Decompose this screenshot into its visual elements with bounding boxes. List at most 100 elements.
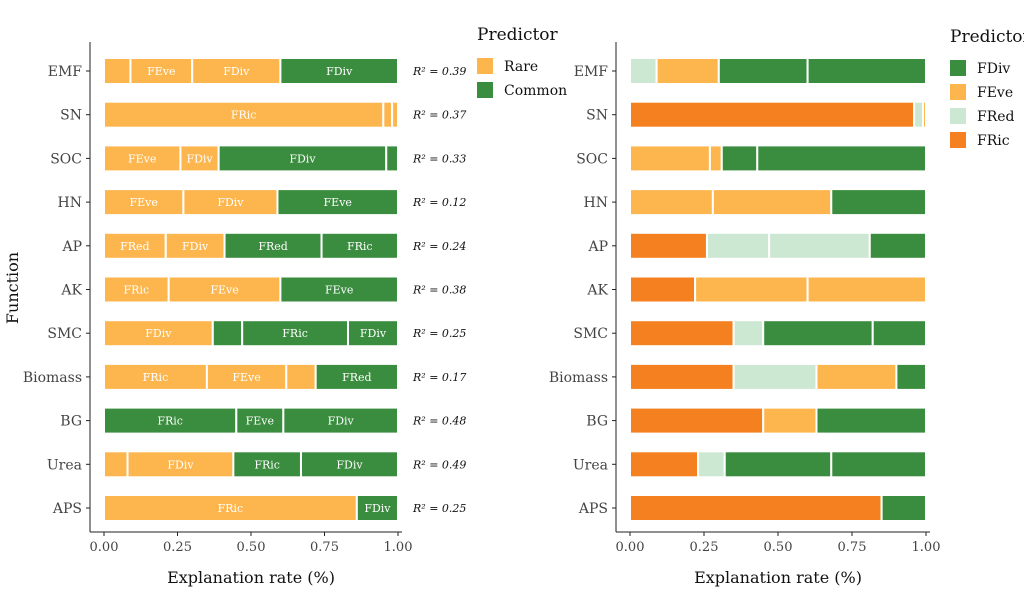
- y-tick-label: AP: [587, 239, 608, 255]
- legend-title: Predictor: [477, 25, 559, 45]
- y-tick-label: SMC: [573, 326, 608, 342]
- bar-segment: [815, 406, 927, 435]
- y-tick-label: AK: [60, 283, 82, 299]
- bar-segment: [385, 144, 399, 173]
- bar-segment: [299, 450, 400, 479]
- bar-segment: [629, 100, 916, 129]
- bar-segment-label: FDiv: [167, 458, 194, 471]
- bar-segment: [629, 494, 883, 522]
- bar-segment: [103, 231, 167, 260]
- bar-segment-label: FDiv: [145, 327, 172, 340]
- x-axis-label: Explanation rate (%): [694, 568, 862, 587]
- x-tick-label: 0.00: [90, 540, 119, 555]
- r2-annotation: R² = 0.24: [412, 240, 466, 253]
- bar-segment-label: FDiv: [364, 502, 391, 515]
- bar-segment-label: FDiv: [223, 65, 250, 78]
- bar-segment: [217, 144, 388, 173]
- bar-segment: [705, 231, 771, 260]
- bar-segment: [282, 406, 399, 435]
- r2-annotation: R² = 0.25: [412, 327, 466, 340]
- bar-segment: [103, 362, 208, 391]
- bar-segment: [129, 57, 194, 85]
- bar-segment: [279, 275, 399, 304]
- bar-segment: [382, 100, 394, 129]
- bar-segment: [732, 319, 765, 348]
- x-tick-label: 0.50: [764, 540, 793, 555]
- bar-segment: [756, 144, 928, 173]
- bar-segment-label: FEve: [129, 196, 157, 209]
- x-tick-label: 1.00: [384, 540, 413, 555]
- y-tick-label: SN: [60, 108, 82, 124]
- bar-segment: [717, 57, 809, 85]
- y-tick-label: SOC: [50, 151, 82, 167]
- r2-annotation: R² = 0.39: [412, 65, 466, 78]
- bar-segment: [830, 188, 928, 217]
- legend-swatch: [950, 108, 966, 124]
- y-tick-label: Biomass: [23, 370, 82, 386]
- bar-segment: [806, 57, 927, 85]
- x-tick-label: 0.00: [616, 540, 645, 555]
- legend-swatch: [950, 132, 966, 148]
- bar-segment-label: FDiv: [328, 415, 355, 428]
- bar-segment-label: FEve: [325, 284, 353, 297]
- bar-segment: [182, 188, 279, 217]
- y-tick-label: SMC: [47, 326, 82, 342]
- bar-segment-label: FRed: [120, 240, 149, 253]
- y-tick-label: HN: [584, 195, 608, 211]
- bar-segment-label: FEve: [246, 415, 274, 428]
- bar-segment-label: FDiv: [186, 152, 213, 165]
- bar-segment: [830, 450, 928, 479]
- bar-segment: [697, 450, 726, 479]
- bar-segment: [880, 494, 927, 522]
- bar-segment-label: FDiv: [326, 65, 353, 78]
- bar-segment-label: FDiv: [182, 240, 209, 253]
- r2-annotation: R² = 0.33: [412, 152, 466, 165]
- legend-label: Rare: [504, 59, 538, 75]
- x-tick-label: 0.25: [690, 540, 719, 555]
- bar-segment: [815, 362, 898, 391]
- bar-segment: [913, 100, 925, 129]
- bar-segment: [391, 100, 399, 129]
- x-tick-label: 0.75: [310, 540, 339, 555]
- x-tick-label: 1.00: [912, 540, 941, 555]
- bar-segment: [103, 57, 132, 85]
- bar-segment: [126, 450, 235, 479]
- bar-segment: [806, 275, 927, 304]
- bar-segment-label: FRic: [282, 327, 308, 340]
- bar-segment-label: FEve: [147, 65, 175, 78]
- r2-annotation: R² = 0.38: [412, 284, 466, 297]
- y-tick-label: EMF: [48, 64, 83, 80]
- bar-segment: [279, 57, 399, 85]
- bar-segment: [711, 188, 833, 217]
- bar-segment: [895, 362, 928, 391]
- bar-segment: [629, 362, 735, 391]
- bar-segment: [103, 319, 214, 348]
- bar-segment: [179, 144, 220, 173]
- x-axis-label: Explanation rate (%): [167, 568, 335, 587]
- bar-segment: [629, 450, 700, 479]
- y-tick-label: BG: [60, 414, 82, 430]
- bar-segment: [871, 319, 927, 348]
- chart-panel-right: 0.00 0.25 0.50 0.75 1.00 Explanation rate (%)…: [549, 27, 1024, 587]
- bar-segment-label: FDiv: [360, 327, 387, 340]
- bar-segment-label: FRic: [347, 240, 373, 253]
- bar-segment-label: FRic: [124, 284, 150, 297]
- r2-annotation: R² = 0.48: [412, 415, 466, 428]
- bar-segment: [922, 100, 927, 129]
- x-tick-label: 0.50: [237, 540, 266, 555]
- y-tick-label: Urea: [573, 457, 608, 473]
- y-tick-label: APS: [52, 501, 82, 517]
- bar-segment-label: FDiv: [217, 196, 244, 209]
- legend-title: Predictor: [950, 27, 1024, 47]
- bar-segment-label: FEve: [232, 371, 260, 384]
- legend-label: FDiv: [977, 61, 1010, 77]
- y-tick-label: AK: [586, 283, 608, 299]
- bar-segment: [103, 100, 385, 129]
- bar-segment: [167, 275, 282, 304]
- y-tick-label: SOC: [576, 151, 608, 167]
- x-tick-label: 0.75: [838, 540, 867, 555]
- bar-segment: [191, 57, 282, 85]
- bar-segment: [276, 188, 399, 217]
